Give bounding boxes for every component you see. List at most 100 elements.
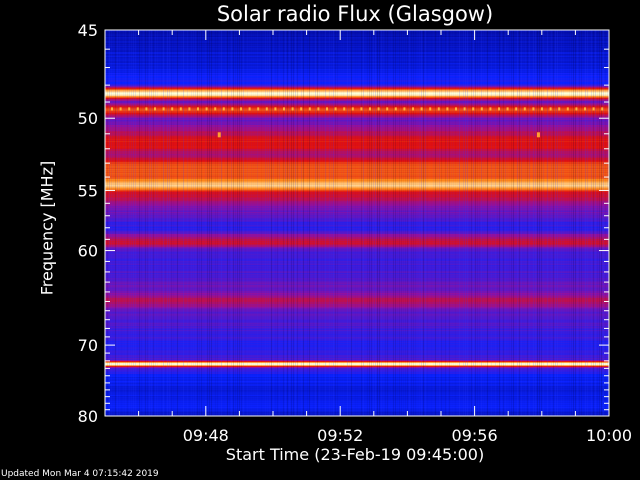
heatmap-row [105,398,609,400]
heatmap-row [105,192,609,194]
heatmap-row [105,245,609,247]
heatmap-row [105,130,609,132]
heatmap-row [105,172,609,174]
heatmap-row [105,204,609,206]
heatmap-row [105,93,609,95]
heatmap-row [105,71,609,73]
heatmap-row [105,227,609,229]
heatmap-row [105,148,609,150]
heatmap-row [105,260,609,262]
heatmap-row [105,203,609,205]
heatmap-row [105,392,609,394]
heatmap-row [105,320,609,322]
chart-title: Solar radio Flux (Glasgow) [216,2,494,26]
heatmap-row [105,52,609,54]
interference-dot [394,107,397,111]
heatmap-row [105,365,609,367]
heatmap-row [105,96,609,98]
heatmap-row [105,235,609,237]
heatmap-row [105,207,609,209]
interference-dot [265,107,268,111]
heatmap-row [105,80,609,82]
heatmap-row [105,191,609,193]
heatmap-row [105,178,609,180]
heatmap-row [105,364,609,366]
heatmap-row [105,86,609,88]
heatmap-row [105,295,609,297]
heatmap-row [105,381,609,383]
heatmap-row [105,97,609,99]
interference-dot [240,107,242,111]
heatmap-row [105,174,609,176]
heatmap-row [105,411,609,413]
heatmap-row [105,226,609,228]
y-axis-label: Frequency [MHz] [37,160,57,296]
heatmap-row [105,49,609,51]
interference-dot [463,107,466,111]
time-streaks [105,30,608,416]
heatmap-row [105,380,609,382]
heatmap-row [105,305,609,307]
heatmap-row [105,379,609,381]
interference-dots [111,107,604,111]
heatmap-row [105,137,609,139]
heatmap-row [105,84,609,86]
heatmap-row [105,221,609,223]
heatmap-row [105,103,609,105]
heatmap-row [105,76,609,78]
heatmap-row [105,42,609,44]
heatmap-row [105,293,609,295]
heatmap-row [105,30,609,32]
heatmap-row [105,149,609,151]
heatmap-row [105,133,609,135]
heatmap-row [105,150,609,152]
heatmap-row [105,141,609,143]
x-tick-label: 10:00 [586,426,632,445]
heatmap-row [105,219,609,221]
heatmap-row [105,289,609,291]
heatmap-row [105,216,609,218]
y-tick-label: 55 [78,181,98,200]
heatmap-row [105,367,609,369]
heatmap-row [105,300,609,302]
interference-dot [222,107,225,111]
heatmap-row [105,100,609,102]
interference-dot [601,107,604,111]
heatmap-row [105,233,609,235]
heatmap-row [105,108,609,110]
heatmap-row [105,280,609,282]
heatmap-row [105,139,609,141]
heatmap-row [105,341,609,343]
interference-dot [154,107,156,111]
interference-dot [111,107,113,111]
interference-dot [420,107,423,111]
heatmap-row [105,121,609,123]
heatmap-row [105,257,609,259]
heatmap-row [105,336,609,338]
heatmap-row [105,77,609,79]
interference-dot [377,107,380,111]
heatmap-row [105,376,609,378]
heatmap-row [105,283,609,285]
heatmap-row [105,179,609,181]
heatmap-row [105,304,609,306]
heatmap-row [105,61,609,63]
heatmap-row [105,142,609,144]
heatmap-row [105,253,609,255]
heatmap-row [105,211,609,213]
heatmap-row [105,186,609,188]
heatmap-row [105,343,609,345]
heatmap-row [105,223,609,225]
heatmap-row [105,92,609,94]
heatmap-row [105,268,609,270]
heatmap-row [105,332,609,334]
heatmap-row [105,213,609,215]
heatmap-row [105,147,609,149]
heatmap-row [105,333,609,335]
heatmap-row [105,214,609,216]
heatmap-row [105,232,609,234]
heatmap-row [105,342,609,344]
heatmap-row [105,384,609,386]
heatmap-rows [105,30,609,417]
heatmap-row [105,122,609,124]
